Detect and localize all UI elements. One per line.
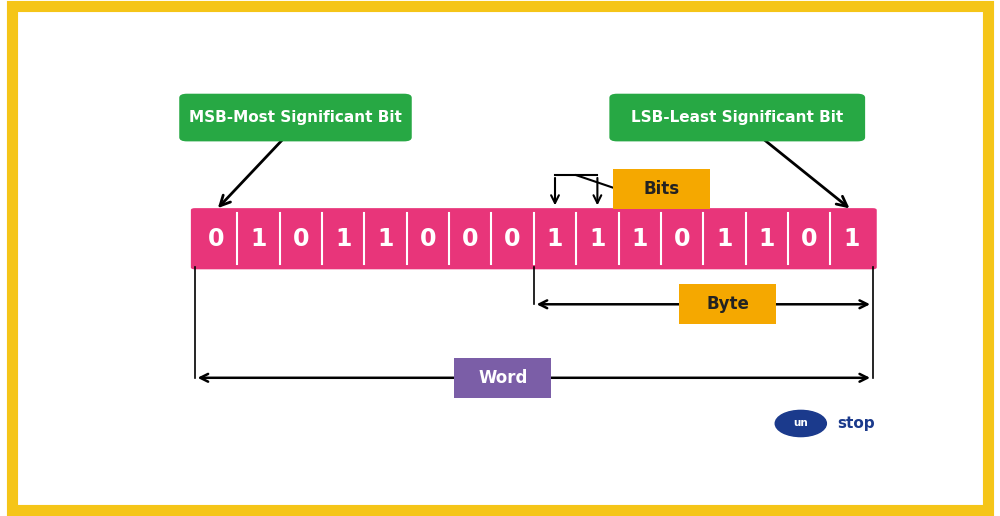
Text: Bits: Bits: [644, 180, 680, 198]
Text: 1: 1: [716, 227, 733, 251]
Text: LSB-Least Significant Bit: LSB-Least Significant Bit: [631, 110, 843, 125]
FancyBboxPatch shape: [454, 358, 551, 398]
Text: 1: 1: [759, 227, 775, 251]
Text: 0: 0: [208, 227, 224, 251]
Text: 0: 0: [420, 227, 436, 251]
Text: 1: 1: [250, 227, 267, 251]
Text: Byte: Byte: [706, 295, 749, 313]
FancyBboxPatch shape: [179, 94, 412, 141]
Circle shape: [775, 410, 826, 437]
FancyBboxPatch shape: [613, 169, 710, 209]
Text: 0: 0: [504, 227, 521, 251]
Text: 1: 1: [335, 227, 351, 251]
FancyBboxPatch shape: [679, 284, 776, 324]
Text: Word: Word: [478, 369, 528, 387]
Text: stop: stop: [837, 416, 875, 431]
Text: 1: 1: [377, 227, 394, 251]
Text: MSB-Most Significant Bit: MSB-Most Significant Bit: [189, 110, 402, 125]
Text: 1: 1: [843, 227, 860, 251]
Text: 1: 1: [547, 227, 563, 251]
Text: 0: 0: [801, 227, 818, 251]
FancyBboxPatch shape: [191, 208, 877, 269]
Text: 0: 0: [292, 227, 309, 251]
Text: 0: 0: [674, 227, 690, 251]
Text: 1: 1: [632, 227, 648, 251]
Text: 0: 0: [462, 227, 478, 251]
FancyBboxPatch shape: [609, 94, 865, 141]
Text: un: un: [793, 418, 808, 428]
Text: 1: 1: [589, 227, 606, 251]
